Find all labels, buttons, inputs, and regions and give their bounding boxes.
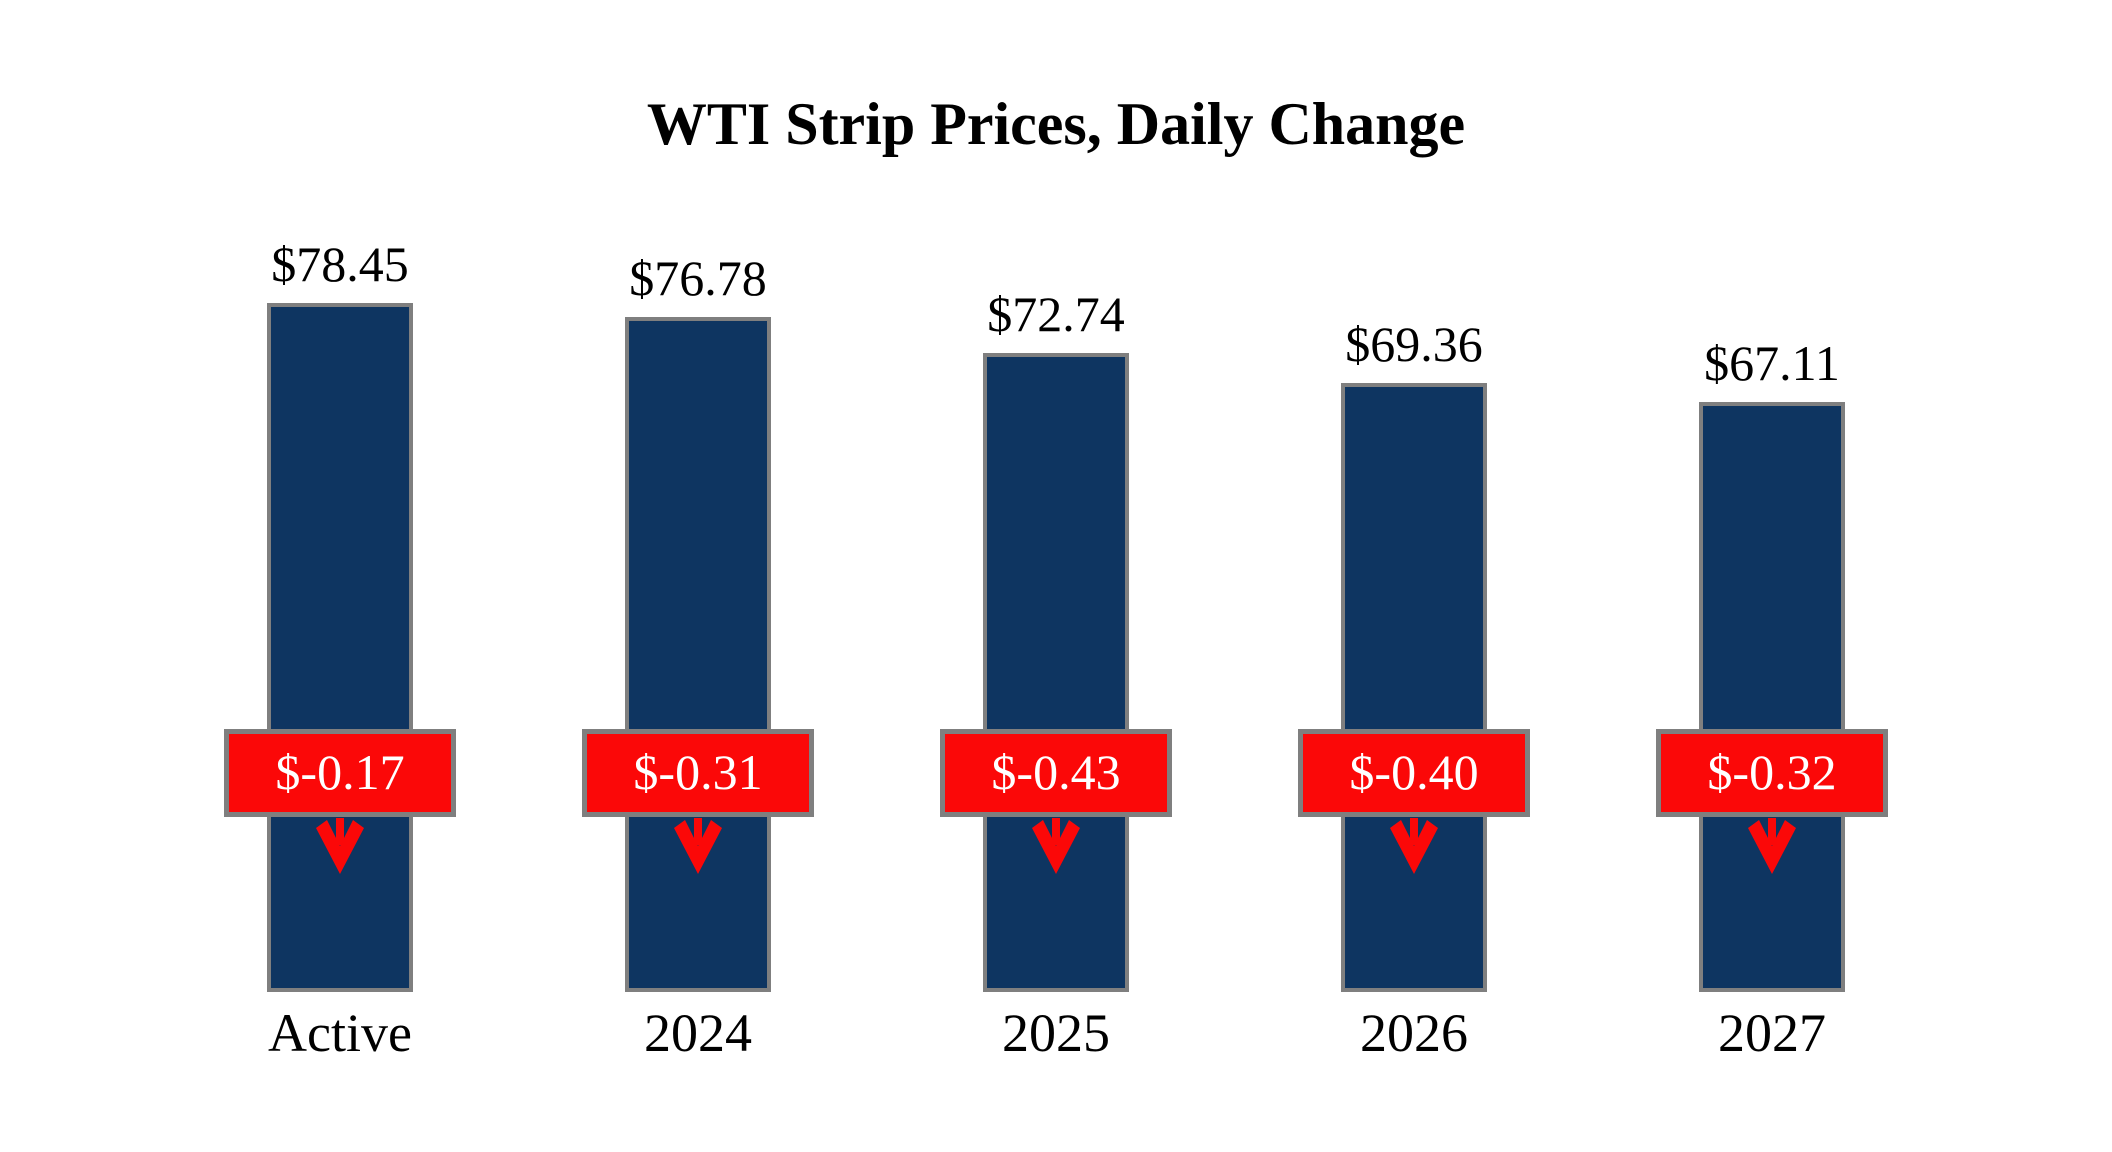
category-label: 2027: [1718, 1003, 1826, 1063]
daily-change-badge: $-0.31: [582, 729, 814, 817]
category-label: 2026: [1360, 1003, 1468, 1063]
category-label: 2024: [644, 1003, 752, 1063]
daily-change-badge: $-0.17: [224, 729, 456, 817]
category-label: Active: [268, 1003, 412, 1063]
daily-change-badge: $-0.40: [1298, 729, 1530, 817]
bar: [625, 317, 771, 992]
bar-group-2026: $69.36 $-0.40 2026: [1298, 0, 1530, 1152]
bar-group-2025: $72.74 $-0.43 2025: [940, 0, 1172, 1152]
daily-change-label: $-0.32: [1707, 744, 1837, 800]
bar-group-active: $78.45 $-0.17 Active: [224, 0, 456, 1152]
daily-change-label: $-0.43: [991, 744, 1121, 800]
bar: [1341, 383, 1487, 992]
daily-change-badge: $-0.32: [1656, 729, 1888, 817]
bar-value-label: $69.36: [1345, 316, 1483, 372]
bar: [983, 353, 1129, 992]
daily-change-label: $-0.40: [1349, 744, 1479, 800]
category-label: 2025: [1002, 1003, 1110, 1063]
down-arrow-icon: [316, 818, 364, 874]
bar-value-label: $67.11: [1704, 335, 1840, 391]
bar-value-label: $78.45: [271, 236, 409, 292]
bar: [1699, 402, 1845, 992]
bar: [267, 303, 413, 992]
bar-value-label: $76.78: [629, 250, 767, 306]
bar-value-label: $72.74: [987, 286, 1125, 342]
bar-group-2024: $76.78 $-0.31 2024: [582, 0, 814, 1152]
down-arrow-icon: [1390, 818, 1438, 874]
daily-change-badge: $-0.43: [940, 729, 1172, 817]
daily-change-label: $-0.17: [275, 744, 405, 800]
daily-change-label: $-0.31: [633, 744, 763, 800]
down-arrow-icon: [674, 818, 722, 874]
bar-group-2027: $67.11 $-0.32 2027: [1656, 0, 1888, 1152]
down-arrow-icon: [1032, 818, 1080, 874]
down-arrow-icon: [1748, 818, 1796, 874]
chart-title: WTI Strip Prices, Daily Change: [646, 91, 1466, 157]
